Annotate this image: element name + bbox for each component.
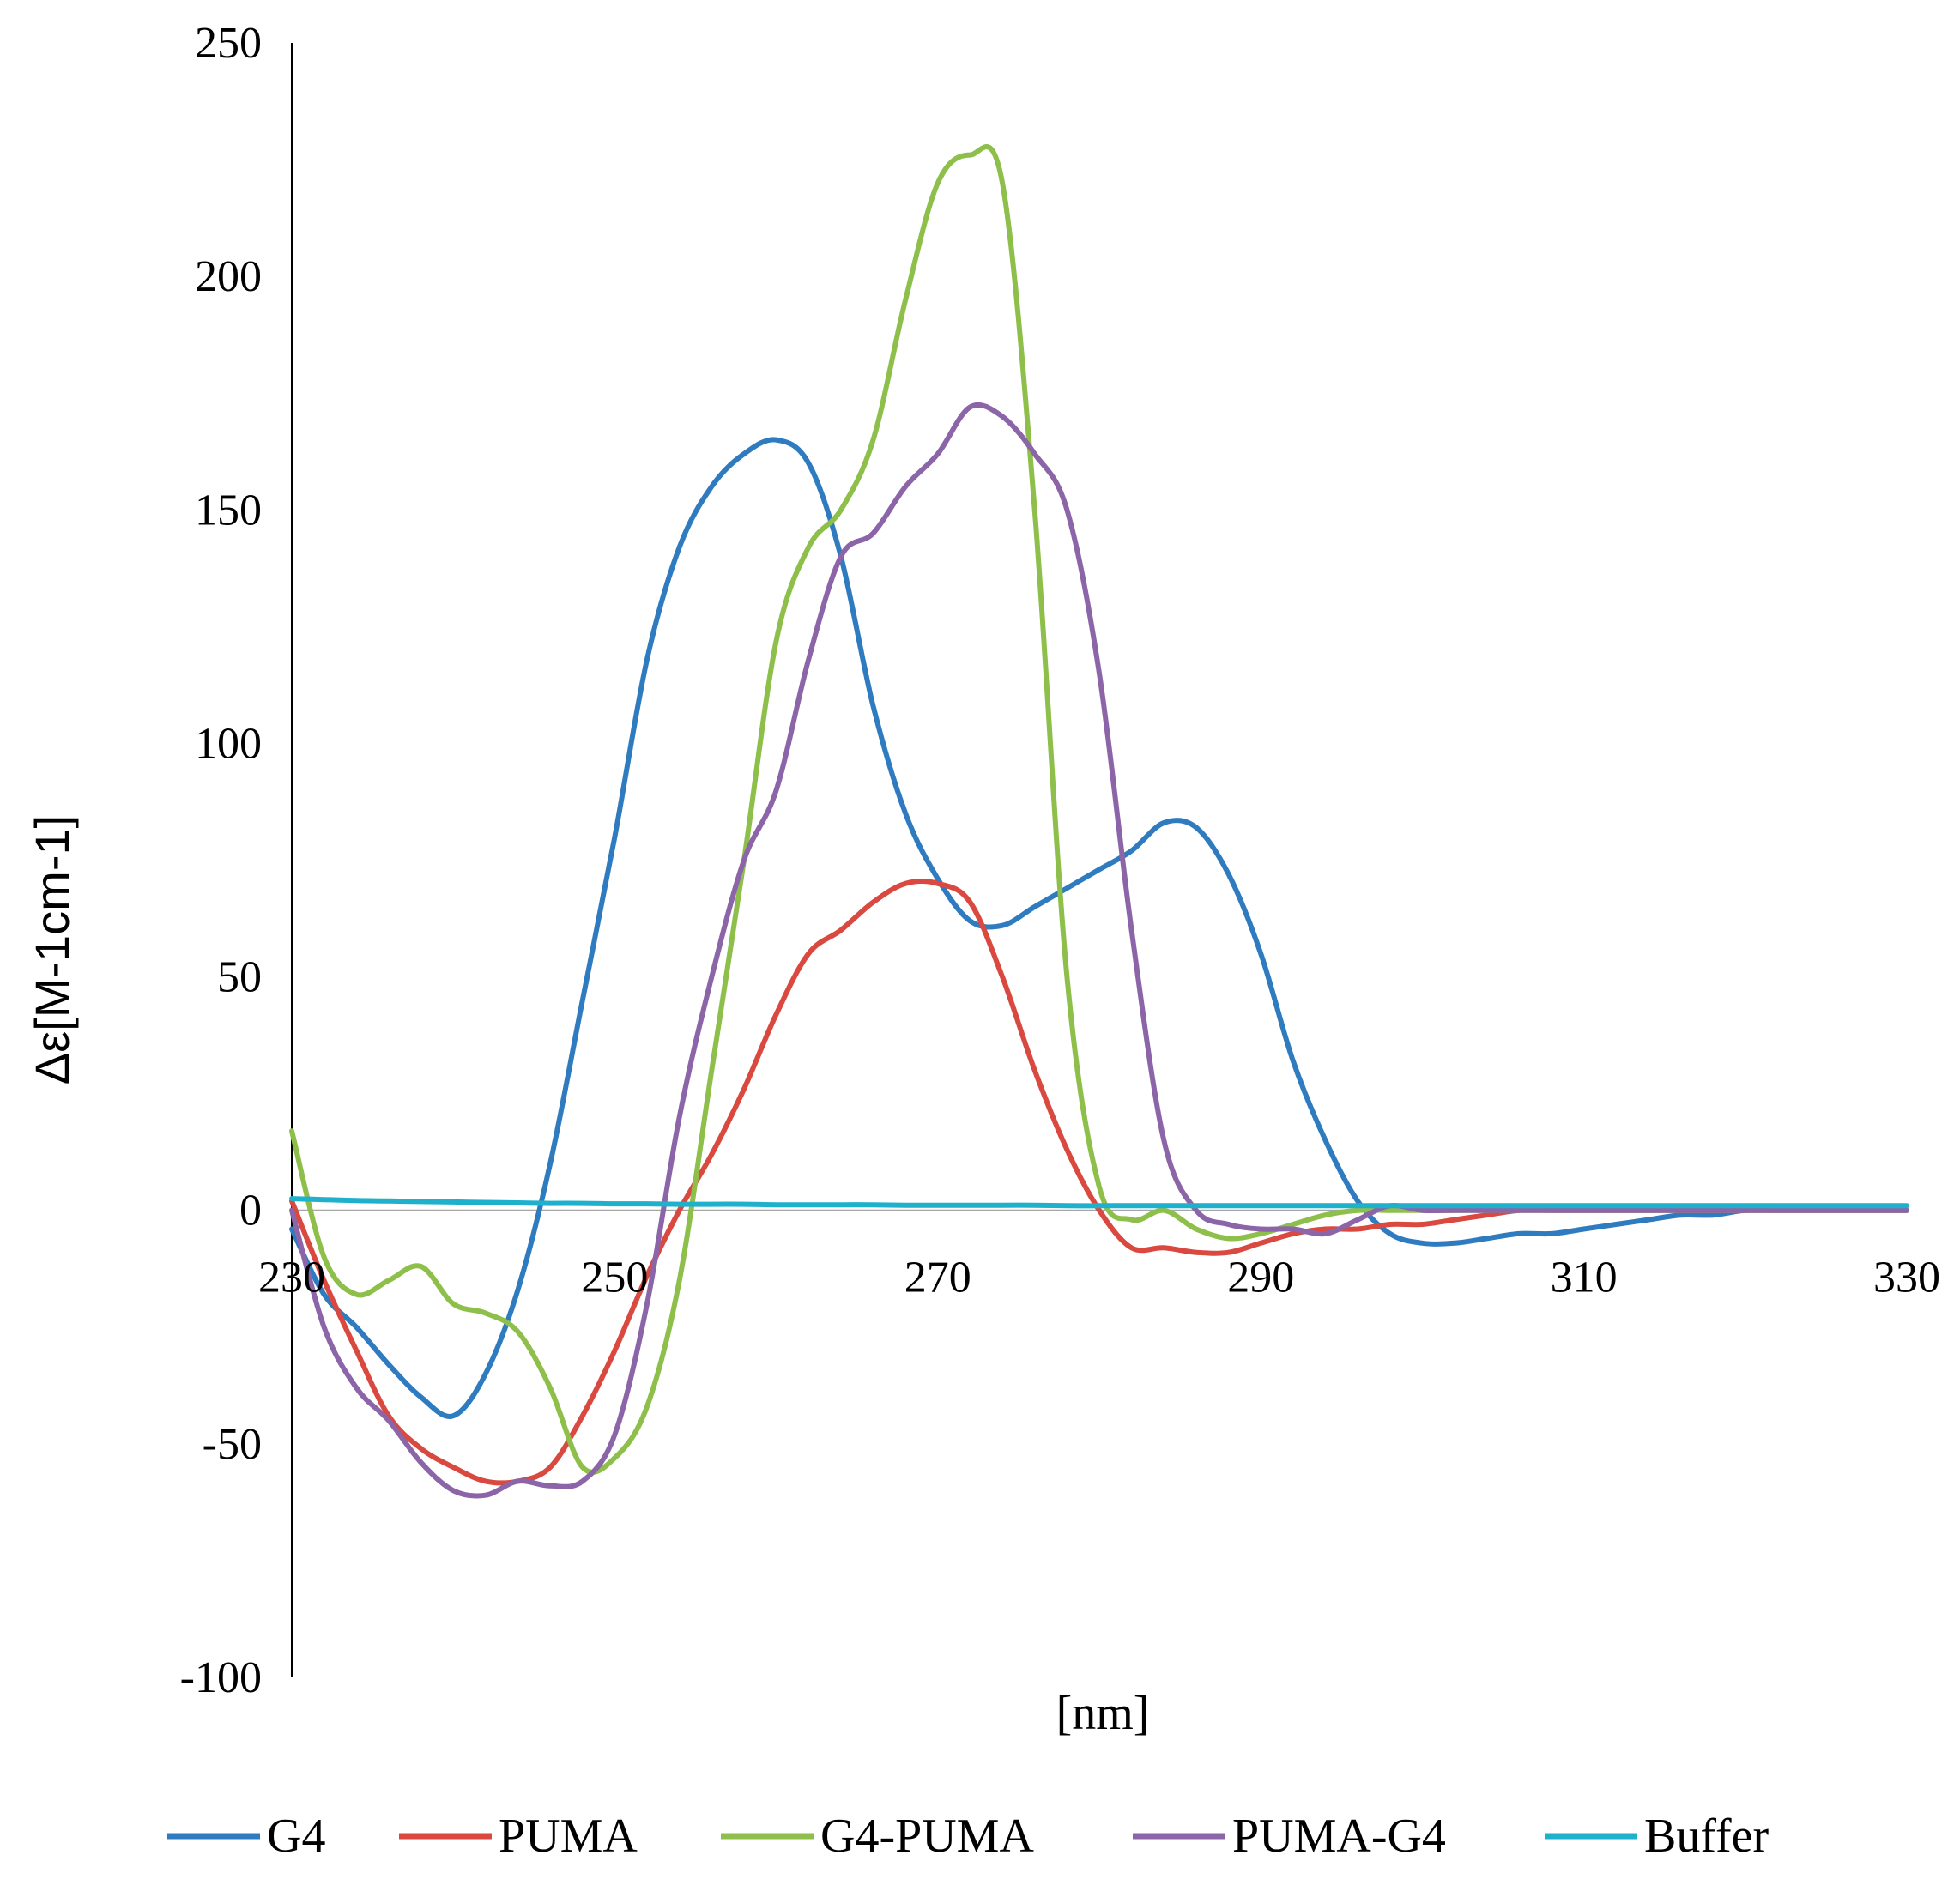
tick-labels: -100 -50 0 50 100 150 200 250 230 250 270 290 310 330 bbox=[180, 19, 1940, 1702]
x-tick-label: 330 bbox=[1873, 1254, 1940, 1302]
plot-series bbox=[289, 144, 1909, 1499]
series-line-puma-g4 bbox=[289, 402, 1909, 1499]
legend-label-g4: G4 bbox=[267, 1809, 325, 1863]
x-tick-label: 310 bbox=[1551, 1254, 1618, 1302]
x-tick-label: 230 bbox=[258, 1254, 325, 1302]
legend-label-buffer: Buffer bbox=[1644, 1809, 1769, 1863]
series-line-g4 bbox=[289, 437, 1909, 1419]
legend-label-puma: PUMA bbox=[499, 1809, 638, 1863]
y-tick-label: 150 bbox=[195, 486, 262, 535]
y-tick-label: 50 bbox=[217, 953, 262, 1002]
y-tick-label: 250 bbox=[195, 19, 262, 68]
axes bbox=[291, 43, 1907, 1677]
x-tick-label: 290 bbox=[1227, 1254, 1294, 1302]
legend: G4 PUMA G4-PUMA PUMA-G4 Buffer bbox=[167, 1809, 1769, 1863]
y-tick-label: 200 bbox=[195, 252, 262, 301]
x-axis-title: [nm] bbox=[1056, 1687, 1150, 1740]
y-tick-label: 100 bbox=[195, 719, 262, 768]
y-tick-label: -50 bbox=[203, 1420, 262, 1469]
y-tick-label: -100 bbox=[180, 1653, 262, 1702]
y-axis-title: Δε[M-1cm-1] bbox=[25, 815, 79, 1084]
series-line-g4-puma bbox=[289, 144, 1909, 1475]
x-tick-label: 270 bbox=[904, 1254, 971, 1302]
legend-label-g4-puma: G4-PUMA bbox=[820, 1809, 1034, 1863]
series-line-buffer bbox=[289, 1196, 1909, 1209]
legend-label-puma-g4: PUMA-G4 bbox=[1232, 1809, 1446, 1863]
x-tick-label: 250 bbox=[581, 1254, 648, 1302]
y-tick-label: 0 bbox=[239, 1187, 262, 1236]
